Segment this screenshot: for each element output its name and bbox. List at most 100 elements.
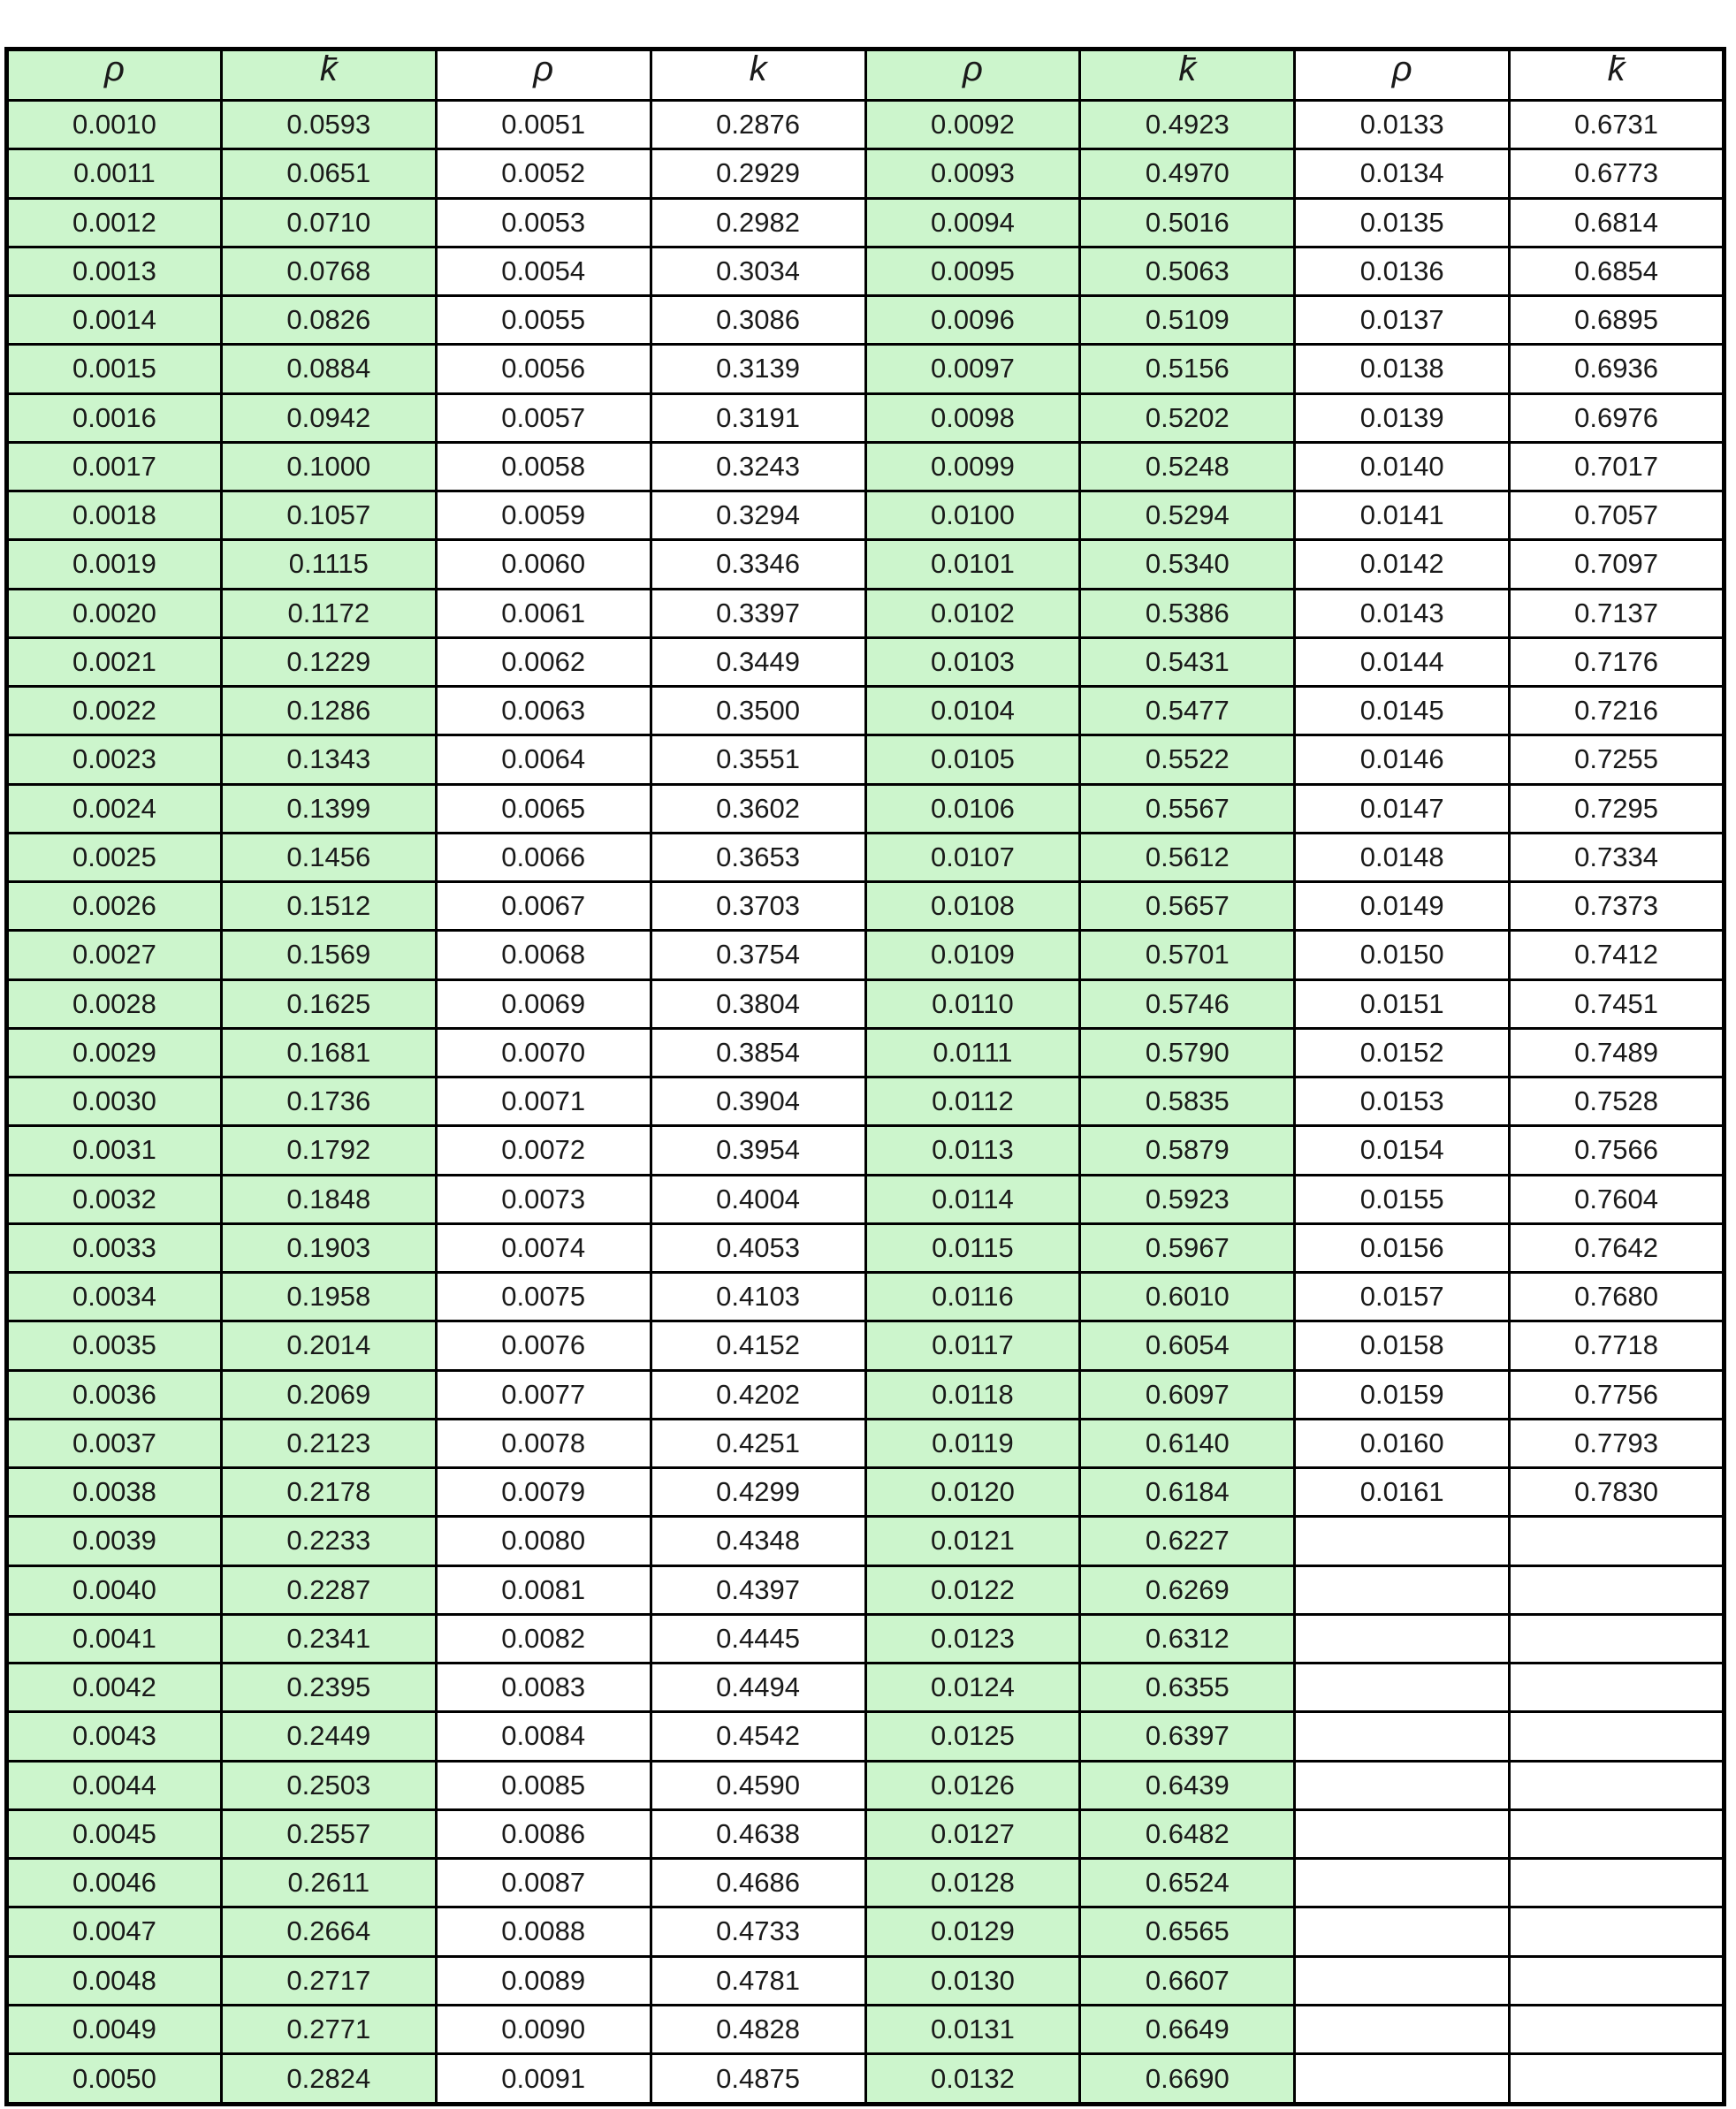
table-cell: 0.1958: [219, 1270, 438, 1323]
table-cell: [1508, 1856, 1725, 1909]
header-row: ρ k̄ ρ k ρ k̄ ρ k̄: [5, 48, 1725, 102]
header-rho-3: ρ: [864, 48, 1082, 102]
table-cell: 0.0130: [864, 1954, 1082, 2006]
table-cell: 0.0120: [864, 1466, 1082, 1519]
table-cell: 0.1681: [219, 1026, 438, 1079]
table-cell: 0.0024: [5, 782, 223, 834]
table-cell: 0.0083: [434, 1661, 652, 1714]
table-cell: 0.0090: [434, 2003, 652, 2056]
table-cell: 0.3449: [649, 636, 867, 689]
table-row: 0.0016 0.0942 0.0057 0.3191 0.0098 0.5202 0.01…: [5, 392, 1725, 444]
table-cell: 0.0035: [5, 1320, 223, 1372]
table-cell: 0.0039: [5, 1515, 223, 1567]
table-cell: 0.7412: [1508, 929, 1725, 981]
table-cell: 0.0027: [5, 929, 223, 981]
table-row: 0.0027 0.1569 0.0068 0.3754 0.0109 0.5701 0.01…: [5, 929, 1725, 981]
table-cell: 0.0121: [864, 1515, 1082, 1567]
table-cell: 0.0040: [5, 1564, 223, 1616]
table-cell: 0.0057: [434, 392, 652, 444]
table-cell: 0.4053: [649, 1222, 867, 1275]
table-cell: 0.0098: [864, 392, 1082, 444]
table-row: 0.0026 0.1512 0.0067 0.3703 0.0108 0.5657 0.01…: [5, 879, 1725, 933]
table-cell: 0.0082: [434, 1612, 652, 1665]
table-row: 0.0041 0.2341 0.0082 0.4445 0.0123 0.6312: [5, 1612, 1725, 1665]
table-cell: 0.0096: [864, 293, 1082, 346]
table-cell: 0.7216: [1508, 684, 1725, 737]
table-cell: 0.6439: [1078, 1759, 1297, 1811]
table-cell: 0.7137: [1508, 587, 1725, 639]
table-cell: 0.0029: [5, 1026, 223, 1079]
table-cell: 0.6269: [1078, 1564, 1297, 1616]
table-cell: 0.0058: [434, 440, 652, 493]
table-cell: 0.0087: [434, 1856, 652, 1909]
table-cell: 0.0048: [5, 1954, 223, 2006]
table-row: 0.0034 0.1958 0.0075 0.4103 0.0116 0.6010 0.01…: [5, 1270, 1725, 1323]
table-cell: 0.2341: [219, 1612, 438, 1665]
table-cell: 0.5431: [1078, 636, 1297, 689]
table-body: 0.0010 0.0593 0.0051 0.2876 0.0092 0.4923 0.01…: [5, 98, 1725, 2105]
table-cell: 0.0146: [1293, 734, 1511, 786]
table-cell: 0.0160: [1293, 1417, 1511, 1470]
table-cell: 0.4781: [649, 1954, 867, 2006]
table-cell: [1508, 1661, 1725, 1714]
table-cell: 0.0119: [864, 1417, 1082, 1470]
table-cell: [1293, 1661, 1511, 1714]
table-row: 0.0030 0.1736 0.0071 0.3904 0.0112 0.5835 0.01…: [5, 1075, 1725, 1128]
table-cell: 0.7793: [1508, 1417, 1725, 1470]
table-cell: 0.0110: [864, 978, 1082, 1030]
table-cell: 0.7830: [1508, 1466, 1725, 1519]
table-cell: 0.4251: [649, 1417, 867, 1470]
table-cell: 0.5522: [1078, 734, 1297, 786]
table-cell: 0.7718: [1508, 1320, 1725, 1372]
table-cell: 0.5202: [1078, 392, 1297, 444]
table-cell: 0.0037: [5, 1417, 223, 1470]
table-cell: 0.0080: [434, 1515, 652, 1567]
table-cell: 0.0161: [1293, 1466, 1511, 1519]
header-rho-2: ρ: [434, 48, 652, 102]
table-cell: 0.0020: [5, 587, 223, 639]
table-cell: 0.6814: [1508, 196, 1725, 248]
table-cell: 0.3397: [649, 587, 867, 639]
table-cell: 0.0125: [864, 1710, 1082, 1763]
table-cell: 0.0103: [864, 636, 1082, 689]
table-cell: 0.4103: [649, 1270, 867, 1323]
table-cell: 0.0651: [219, 148, 438, 200]
table-cell: 0.0150: [1293, 929, 1511, 981]
table-cell: 0.0159: [1293, 1368, 1511, 1420]
table-cell: 0.3904: [649, 1075, 867, 1128]
table-cell: 0.0075: [434, 1270, 652, 1323]
table-cell: 0.2123: [219, 1417, 438, 1470]
table-cell: 0.1399: [219, 782, 438, 834]
header-kbar-3: k̄: [1078, 48, 1297, 102]
table-row: 0.0024 0.1399 0.0065 0.3602 0.0106 0.5567 0.01…: [5, 782, 1725, 834]
table-cell: 0.7451: [1508, 978, 1725, 1030]
table-row: 0.0012 0.0710 0.0053 0.2982 0.0094 0.5016 0.01…: [5, 196, 1725, 248]
table-cell: 0.3551: [649, 734, 867, 786]
table-cell: 0.2824: [219, 2052, 438, 2105]
table-cell: 0.0138: [1293, 343, 1511, 395]
table-cell: 0.7176: [1508, 636, 1725, 689]
table-cell: 0.0045: [5, 1808, 223, 1861]
table-cell: 0.7057: [1508, 489, 1725, 542]
table-row: 0.0044 0.2503 0.0085 0.4590 0.0126 0.6439: [5, 1759, 1725, 1811]
table-cell: 0.0011: [5, 148, 223, 200]
table-cell: 0.6854: [1508, 245, 1725, 298]
table-cell: 0.0041: [5, 1612, 223, 1665]
table-cell: 0.0077: [434, 1368, 652, 1420]
table-cell: 0.4004: [649, 1173, 867, 1225]
table-row: 0.0037 0.2123 0.0078 0.4251 0.0119 0.6140 0.01…: [5, 1417, 1725, 1470]
table-cell: 0.0118: [864, 1368, 1082, 1420]
table-row: 0.0048 0.2717 0.0089 0.4781 0.0130 0.6607: [5, 1954, 1725, 2006]
table-cell: 0.6731: [1508, 98, 1725, 151]
table-cell: 0.1286: [219, 684, 438, 737]
table-cell: 0.3139: [649, 343, 867, 395]
table-cell: [1508, 1612, 1725, 1665]
table-row: 0.0033 0.1903 0.0074 0.4053 0.0115 0.5967 0.01…: [5, 1222, 1725, 1275]
table-cell: [1508, 1808, 1725, 1861]
table-cell: 0.0044: [5, 1759, 223, 1811]
table-cell: 0.6976: [1508, 392, 1725, 444]
table-cell: 0.1848: [219, 1173, 438, 1225]
table-cell: 0.0059: [434, 489, 652, 542]
table-cell: 0.0108: [864, 879, 1082, 933]
table-cell: 0.5567: [1078, 782, 1297, 834]
